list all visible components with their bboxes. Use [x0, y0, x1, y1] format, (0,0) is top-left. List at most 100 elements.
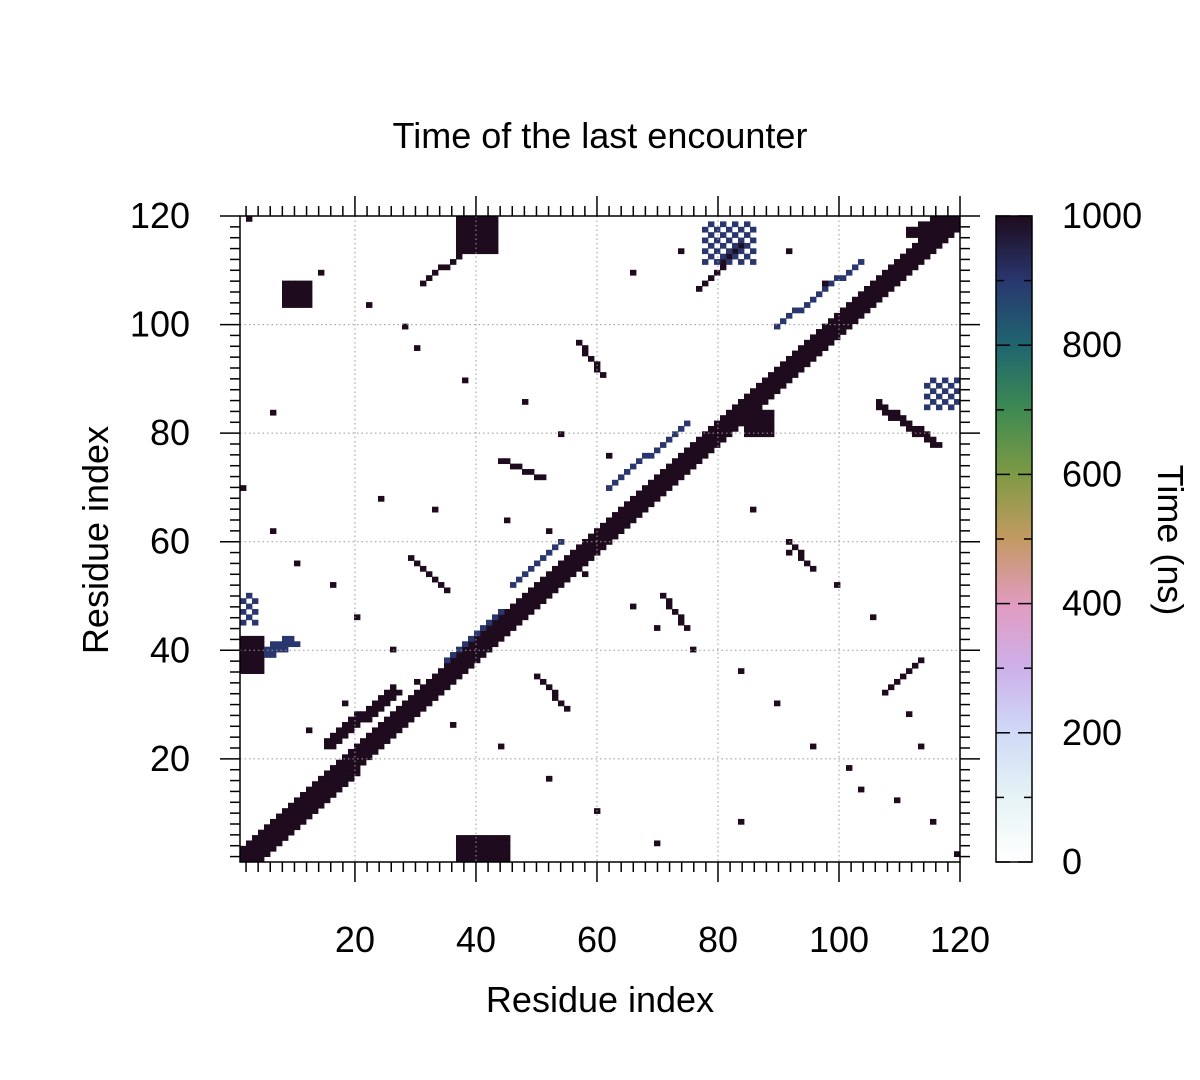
heatmap-cell: [732, 232, 739, 238]
heatmap-cell: [582, 345, 589, 351]
heatmap-cell: [426, 695, 433, 701]
heatmap-cell: [492, 625, 499, 631]
heatmap-cell: [810, 355, 817, 362]
heatmap-cell: [498, 851, 505, 858]
heatmap-cell: [348, 765, 355, 771]
heatmap-cell: [732, 248, 739, 255]
heatmap-cell: [336, 765, 343, 771]
heatmap-cell: [936, 242, 943, 249]
heatmap-cell: [774, 372, 781, 378]
heatmap-cell: [924, 232, 931, 238]
heatmap-cell: [390, 722, 397, 728]
heatmap-cell: [432, 673, 439, 680]
heatmap-cell: [720, 232, 727, 238]
heatmap-cell: [654, 474, 661, 481]
heatmap-cell: [816, 339, 823, 346]
heatmap-cell: [528, 608, 535, 615]
heatmap-cell: [798, 345, 805, 351]
heatmap-cell: [450, 662, 457, 669]
heatmap-cell: [570, 565, 577, 572]
heatmap-cell: [468, 232, 475, 238]
heatmap-cell: [708, 253, 715, 260]
heatmap-cell: [738, 818, 745, 825]
heatmap-cell: [294, 302, 301, 308]
heatmap-cell: [918, 743, 925, 750]
heatmap-cell: [264, 824, 271, 831]
heatmap-cell: [300, 797, 307, 804]
heatmap-cell: [390, 732, 397, 739]
heatmap-cell: [462, 232, 469, 238]
heatmap-cell: [498, 630, 505, 637]
heatmap-cell: [546, 587, 553, 594]
heatmap-cell: [732, 404, 739, 411]
x-axis-label: Residue index: [486, 979, 714, 1020]
heatmap-cell: [924, 237, 931, 244]
heatmap-cell: [906, 248, 913, 255]
heatmap-cell: [294, 813, 301, 820]
heatmap-cell: [354, 748, 361, 755]
heatmap-cell: [270, 409, 277, 416]
heatmap-cell: [804, 350, 811, 357]
heatmap-cell: [444, 668, 451, 674]
heatmap-cell: [306, 808, 313, 814]
heatmap-cell: [390, 689, 397, 696]
heatmap-cell: [780, 382, 787, 389]
heatmap-cell: [756, 382, 763, 389]
heatmap-cell: [930, 377, 937, 384]
heatmap-cell: [768, 372, 775, 378]
heatmap-cell: [732, 415, 739, 421]
heatmap-cell: [690, 452, 697, 459]
heatmap-cell: [882, 280, 889, 287]
heatmap-cell: [780, 377, 787, 384]
heatmap-cell: [384, 738, 391, 744]
heatmap-cell: [924, 393, 931, 400]
heatmap-cell: [648, 501, 655, 508]
heatmap-cell: [936, 221, 943, 228]
heatmap-cell: [456, 840, 463, 847]
heatmap-cell: [300, 808, 307, 814]
heatmap-cell: [312, 808, 319, 814]
heatmap-cell: [780, 372, 787, 378]
heatmap-cell: [642, 452, 649, 459]
heatmap-cell: [630, 269, 637, 276]
heatmap-cell: [324, 792, 331, 798]
heatmap-cell: [948, 221, 955, 228]
heatmap-cell: [396, 727, 403, 734]
heatmap-cell: [252, 835, 259, 841]
heatmap-cell: [804, 302, 811, 308]
heatmap-cell: [804, 345, 811, 351]
heatmap-cell: [474, 242, 481, 249]
heatmap-cell: [582, 544, 589, 551]
heatmap-cell: [942, 237, 949, 244]
heatmap-cell: [798, 350, 805, 357]
heatmap-cell: [462, 226, 469, 233]
heatmap-cell: [564, 555, 571, 561]
heatmap-cell: [510, 582, 517, 588]
heatmap-cell: [552, 544, 559, 551]
heatmap-cell: [306, 797, 313, 804]
heatmap-cell: [636, 506, 643, 513]
heatmap-cell: [924, 436, 931, 443]
heatmap-cell: [906, 269, 913, 276]
heatmap-cell: [618, 528, 625, 535]
heatmap-cell: [540, 576, 547, 583]
heatmap-cell: [696, 458, 703, 465]
heatmap-cell: [672, 458, 679, 465]
heatmap-cell: [852, 302, 859, 308]
heatmap-cell: [918, 657, 925, 664]
heatmap-cell: [456, 657, 463, 664]
heatmap-cell: [744, 404, 751, 411]
heatmap-cell: [696, 442, 703, 448]
heatmap-cell: [258, 851, 265, 858]
heatmap-cell: [672, 469, 679, 475]
heatmap-cell: [462, 851, 469, 858]
heatmap-cell: [246, 657, 253, 664]
heatmap-cell: [810, 565, 817, 572]
heatmap-cell: [486, 845, 493, 852]
heatmap-cell: [276, 835, 283, 841]
heatmap-cell: [798, 361, 805, 368]
heatmap-cell: [492, 619, 499, 626]
heatmap-cell: [768, 377, 775, 384]
heatmap-cell: [954, 388, 961, 395]
heatmap-cell: [924, 242, 931, 249]
